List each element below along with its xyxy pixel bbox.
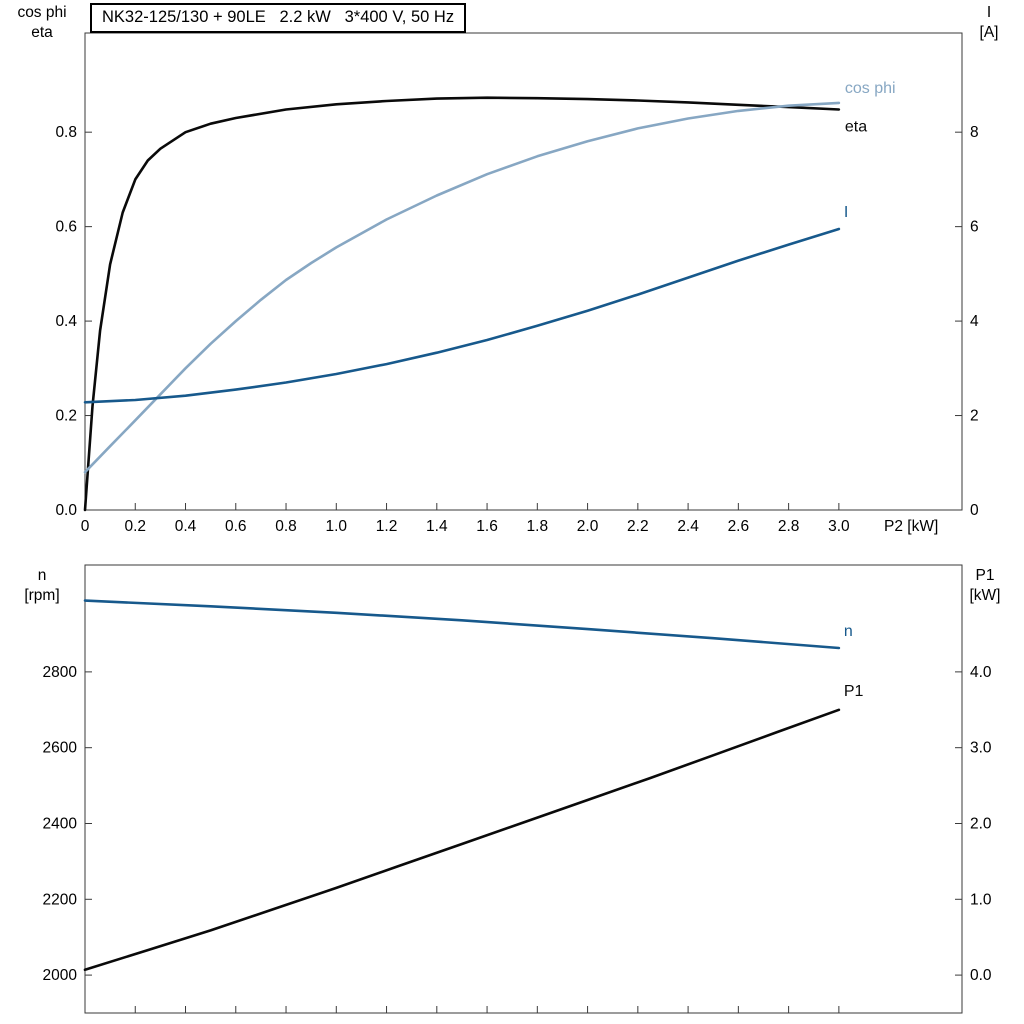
left-tick-label: 0.0 xyxy=(55,502,77,519)
left-tick-label: 0.8 xyxy=(55,124,77,141)
right-tick-label: 3.0 xyxy=(970,740,992,757)
x-tick-label: 2.2 xyxy=(627,518,649,535)
series-curve-I xyxy=(83,227,841,404)
x-tick-label: 3.0 xyxy=(828,518,850,535)
right-tick-label: 4.0 xyxy=(970,664,992,681)
x-tick-label: 0.2 xyxy=(124,518,146,535)
speed-axis-title-line2: [rpm] xyxy=(24,587,60,604)
series-label-eta: eta xyxy=(845,119,867,136)
right-tick-label: 4 xyxy=(970,313,979,330)
speed-axis-title-line1: n xyxy=(37,567,47,584)
top-right-axis-title: I [A] xyxy=(958,3,1020,43)
x-tick-label: 0.8 xyxy=(275,518,297,535)
x-tick-label: 2.0 xyxy=(577,518,599,535)
top-left-axis-title: cos phi eta xyxy=(0,3,84,43)
power-axis-title-line1: P1 xyxy=(975,567,995,584)
series-label-n: n xyxy=(844,623,853,640)
x-tick-label: 2.6 xyxy=(728,518,750,535)
right-tick-label: 2.0 xyxy=(970,815,992,832)
left-tick-label: 2800 xyxy=(43,664,78,681)
left-tick-label: 2400 xyxy=(43,815,78,832)
bottom-right-axis-title: P1 [kW] xyxy=(950,566,1020,606)
x-tick-label: 0.6 xyxy=(225,518,247,535)
x-tick-label: 0.4 xyxy=(175,518,197,535)
x-tick-label: 1.4 xyxy=(426,518,448,535)
x-tick-label: 0 xyxy=(81,518,90,535)
chart-frame-1 xyxy=(84,564,963,1014)
right-tick-label: 6 xyxy=(970,219,979,236)
right-tick-label: 8 xyxy=(970,124,979,141)
power-axis-title-line2: [kW] xyxy=(969,587,1001,604)
left-tick-label: 0.6 xyxy=(55,219,77,236)
series-curve-P1 xyxy=(83,708,841,972)
chart-title-box: NK32-125/130 + 90LE 2.2 kW 3*400 V, 50 H… xyxy=(90,3,467,33)
series-label-I: I xyxy=(844,204,848,221)
x-tick-label: 1.6 xyxy=(476,518,498,535)
chart-frame-0 xyxy=(84,32,963,511)
x-tick-label: 1.2 xyxy=(376,518,398,535)
left-tick-label: 2000 xyxy=(43,967,78,984)
x-axis-title: P2 [kW] xyxy=(884,518,939,535)
series-label-P1: P1 xyxy=(844,683,864,700)
x-tick-label: 1.0 xyxy=(326,518,348,535)
x-tick-label: 2.8 xyxy=(778,518,800,535)
x-tick-label: 1.8 xyxy=(527,518,549,535)
left-tick-label: 0.4 xyxy=(55,313,77,330)
bottom-left-axis-title: n [rpm] xyxy=(0,566,84,606)
right-tick-label: 2 xyxy=(970,408,979,425)
series-curve-eta xyxy=(83,96,841,512)
series-label-cos-phi: cos phi xyxy=(845,80,896,97)
right-axis-title-line2: [A] xyxy=(979,24,999,41)
left-tick-label: 2600 xyxy=(43,740,78,757)
right-tick-label: 0 xyxy=(970,502,979,519)
right-tick-label: 1.0 xyxy=(970,891,992,908)
series-curve-n xyxy=(83,599,841,650)
left-tick-label: 2200 xyxy=(43,891,78,908)
series-curve-cos-phi xyxy=(83,101,841,474)
left-tick-label: 0.2 xyxy=(55,408,77,425)
left-axis-title-line2: eta xyxy=(31,24,53,41)
right-tick-label: 0.0 xyxy=(970,967,992,984)
x-tick-label: 2.4 xyxy=(677,518,699,535)
right-axis-title-line1: I xyxy=(986,4,992,21)
left-axis-title-line1: cos phi xyxy=(17,4,67,21)
